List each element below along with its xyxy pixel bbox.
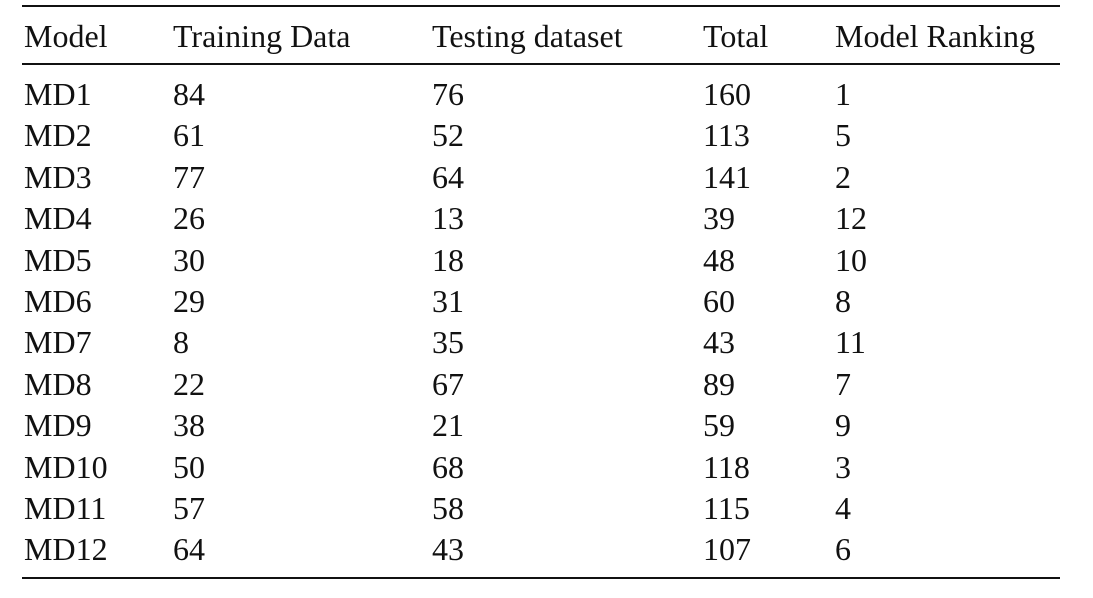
table-cell: 7 xyxy=(835,365,851,402)
table-cell: 39 xyxy=(703,200,735,237)
row-label: MD11 xyxy=(24,490,107,526)
table-cell: 89 xyxy=(703,365,735,402)
table-cell: 21 xyxy=(432,407,464,444)
table-cell: 35 xyxy=(432,324,464,361)
row-label: MD7 xyxy=(24,324,92,361)
row-label: MD9 xyxy=(24,407,92,444)
column-header: Total xyxy=(703,18,769,54)
bottom-rule xyxy=(22,577,1060,579)
table-cell: 68 xyxy=(432,448,464,485)
table-cell: 160 xyxy=(703,76,751,112)
table-cell: 61 xyxy=(173,117,205,154)
row-label: MD3 xyxy=(24,158,92,195)
table-cell: 52 xyxy=(432,117,464,154)
table-cell: 64 xyxy=(173,531,205,568)
table-cell: 113 xyxy=(703,117,750,154)
table-cell: 115 xyxy=(703,490,750,526)
row-label: MD8 xyxy=(24,365,92,402)
table-cell: 12 xyxy=(835,200,867,237)
table-cell: 58 xyxy=(432,490,464,526)
table-cell: 43 xyxy=(432,531,464,568)
row-label: MD5 xyxy=(24,241,92,278)
column-header: Training Data xyxy=(173,18,351,54)
row-label: MD12 xyxy=(24,531,108,568)
table-cell: 9 xyxy=(835,407,851,444)
table-cell: 64 xyxy=(432,158,464,195)
table-cell: 8 xyxy=(173,324,189,361)
top-rule xyxy=(22,5,1060,7)
table-cell: 3 xyxy=(835,448,851,485)
table-cell: 141 xyxy=(703,158,751,195)
table-cell: 118 xyxy=(703,448,750,485)
table-cell: 13 xyxy=(432,200,464,237)
table-cell: 6 xyxy=(835,531,851,568)
table-cell: 26 xyxy=(173,200,205,237)
table-cell: 84 xyxy=(173,76,205,112)
table-cell: 77 xyxy=(173,158,205,195)
table-cell: 10 xyxy=(835,241,867,278)
table-cell: 107 xyxy=(703,531,751,568)
table-cell: 31 xyxy=(432,283,464,319)
table-cell: 57 xyxy=(173,490,205,526)
table-cell: 5 xyxy=(835,117,851,154)
table-cell: 22 xyxy=(173,365,205,402)
table-cell: 67 xyxy=(432,365,464,402)
header-rule xyxy=(22,63,1060,65)
table-cell: 38 xyxy=(173,407,205,444)
table-cell: 11 xyxy=(835,324,866,361)
column-header: Testing dataset xyxy=(432,18,623,54)
row-label: MD6 xyxy=(24,283,92,319)
column-header: Model Ranking xyxy=(835,18,1035,54)
table-cell: 76 xyxy=(432,76,464,112)
row-label: MD4 xyxy=(24,200,92,237)
table-cell: 60 xyxy=(703,283,735,319)
table-cell: 4 xyxy=(835,490,851,526)
table-cell: 30 xyxy=(173,241,205,278)
column-header: Model xyxy=(24,18,108,54)
table-cell: 50 xyxy=(173,448,205,485)
row-label: MD2 xyxy=(24,117,92,154)
table-cell: 18 xyxy=(432,241,464,278)
table-cell: 8 xyxy=(835,283,851,319)
table-cell: 59 xyxy=(703,407,735,444)
table-cell: 2 xyxy=(835,158,851,195)
table-cell: 29 xyxy=(173,283,205,319)
table-cell: 1 xyxy=(835,76,851,112)
row-label: MD10 xyxy=(24,448,108,485)
table-cell: 43 xyxy=(703,324,735,361)
table-cell: 48 xyxy=(703,241,735,278)
row-label: MD1 xyxy=(24,76,92,112)
